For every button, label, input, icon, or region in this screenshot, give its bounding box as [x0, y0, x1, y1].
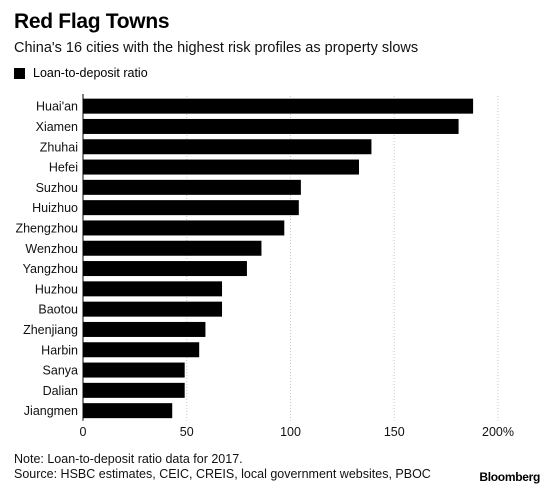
bar [83, 240, 262, 256]
category-label: Zhuhai [40, 140, 78, 154]
bar [83, 281, 223, 297]
x-tick-label: 100 [280, 425, 301, 439]
bar [83, 342, 200, 358]
category-label: Yangzhou [23, 262, 78, 276]
bar [83, 321, 206, 337]
legend: Loan-to-deposit ratio [14, 66, 148, 80]
chart-subtitle: China's 16 cities with the highest risk … [14, 40, 419, 56]
x-tick-label: 50 [180, 425, 194, 439]
x-tick-label: 0 [80, 425, 87, 439]
bloomberg-logo: Bloomberg [479, 470, 540, 484]
category-label: Zhengzhou [15, 221, 78, 235]
category-label: Baotou [38, 303, 78, 317]
x-tick-label: 200% [482, 425, 514, 439]
x-tick-label: 150 [384, 425, 405, 439]
bar [83, 200, 299, 216]
category-label: Sanya [43, 364, 78, 378]
bar [83, 220, 285, 236]
category-label: Harbin [41, 343, 78, 357]
category-label: Suzhou [36, 181, 78, 195]
bar [83, 362, 185, 378]
footnote: Note: Loan-to-deposit ratio data for 201… [14, 452, 243, 466]
category-label: Huzhou [35, 282, 78, 296]
bar [83, 98, 474, 114]
legend-label: Loan-to-deposit ratio [33, 66, 148, 80]
category-label: Zhenjiang [23, 323, 78, 337]
category-label: Dalian [43, 384, 78, 398]
bar [83, 179, 301, 195]
bar [83, 403, 173, 419]
category-label: Huizhuo [32, 201, 78, 215]
bar [83, 261, 247, 277]
bar [83, 159, 359, 175]
bar [83, 382, 185, 398]
bar [83, 118, 459, 134]
category-label: Xiamen [36, 120, 78, 134]
legend-swatch [14, 67, 25, 79]
bar [83, 301, 223, 317]
category-label: Huai'an [36, 100, 78, 114]
bar [83, 139, 372, 155]
category-label: Hefei [49, 161, 78, 175]
source-line: Source: HSBC estimates, CEIC, CREIS, loc… [14, 467, 431, 481]
chart-title: Red Flag Towns [14, 10, 170, 33]
category-label: Jiangmen [24, 404, 78, 418]
category-label: Wenzhou [25, 242, 78, 256]
